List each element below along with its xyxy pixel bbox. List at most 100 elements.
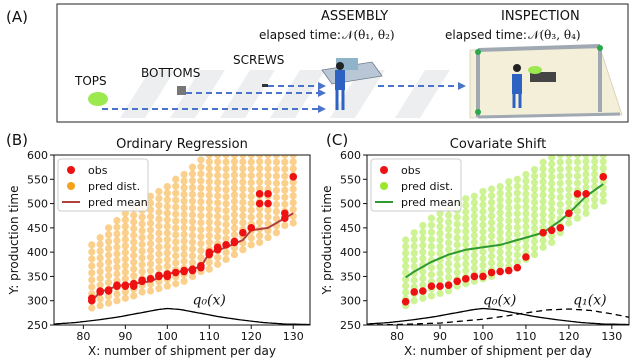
pred-dist-point: [155, 284, 163, 293]
pred-dist-point: [402, 262, 410, 270]
pred-dist-point: [530, 165, 539, 174]
pred-dist-point: [197, 170, 205, 178]
inspection-time-label: elapsed time:: [445, 28, 527, 42]
pred-dist-point: [172, 175, 180, 183]
pred-dist-point: [239, 164, 247, 173]
pred-dist-point: [113, 223, 121, 231]
pred-dist-point: [462, 227, 470, 236]
pred-dist-point: [155, 250, 163, 258]
pred-dist-point: [188, 252, 197, 260]
pred-dist-point: [130, 211, 138, 219]
pred-dist-point: [197, 247, 205, 255]
pred-dist-point: [188, 218, 197, 226]
pred-dist-point: [130, 238, 138, 246]
legend-box: [370, 158, 462, 212]
pred-dist-point: [487, 245, 496, 254]
pred-dist-point: [402, 275, 410, 283]
pred-dist-point: [402, 242, 410, 251]
pred-dist-point: [496, 222, 504, 230]
obs-point: [138, 276, 146, 285]
pred-dist-point: [530, 192, 539, 200]
pred-dist-point: [121, 216, 129, 224]
pred-dist-point: [222, 234, 230, 243]
obs-point: [121, 281, 130, 289]
pred-dist-point: [188, 204, 197, 212]
pred-dist-point: [402, 249, 410, 257]
pred-dist-point: [214, 165, 222, 173]
obs-point: [230, 237, 239, 246]
pred-dist-point: [522, 183, 530, 192]
pred-dist-point: [410, 249, 418, 257]
pred-dist-point: [453, 227, 461, 235]
pred-dist-point: [453, 261, 461, 270]
obs-point: [255, 190, 264, 198]
pred-dist-point: [445, 211, 453, 219]
pred-dist-point: [188, 245, 197, 253]
pred-dist-point: [479, 228, 487, 236]
pred-dist-point: [513, 216, 521, 225]
pred-dist-point: [96, 301, 104, 310]
density-q1-line: [367, 308, 629, 325]
x-tick-label: 100: [157, 330, 178, 343]
pred-dist-point: [96, 261, 104, 269]
pred-dist-point: [180, 224, 188, 232]
pred-dist-point: [146, 240, 155, 248]
pred-dist-point: [180, 250, 188, 259]
pred-dist-point: [410, 256, 418, 264]
pred-dist-point: [138, 213, 146, 221]
pred-dist-point: [155, 215, 163, 223]
pred-dist-point: [230, 164, 239, 172]
inspection-label: INSPECTION: [501, 9, 580, 24]
pred-dist-point: [214, 158, 222, 166]
pred-dist-point: [599, 197, 607, 205]
pred-dist-point: [496, 261, 504, 269]
pred-dist-point: [197, 254, 205, 262]
pred-dist-point: [205, 191, 213, 199]
pred-dist-point: [479, 261, 487, 270]
pred-dist-point: [281, 172, 289, 180]
pred-dist-point: [419, 254, 427, 263]
pred-dist-point: [582, 157, 590, 166]
pred-dist-point: [591, 157, 599, 165]
panel-c-label: (C): [326, 131, 348, 149]
pred-dist-point: [104, 279, 113, 287]
pred-dist-point: [163, 182, 171, 191]
y-tick-label: 300: [340, 295, 361, 308]
pred-dist-point: [256, 178, 264, 186]
obs-point: [87, 294, 96, 303]
pred-dist-point: [487, 225, 496, 233]
pred-dist-point: [155, 187, 163, 196]
pred-dist-point: [104, 265, 113, 273]
pred-dist-point: [436, 216, 444, 224]
pred-dist-point: [530, 237, 539, 246]
pred-dist-point: [462, 240, 470, 249]
pred-dist-point: [539, 217, 547, 225]
pred-dist-point: [281, 221, 289, 230]
pred-dist-point: [113, 216, 121, 225]
obs-point: [565, 209, 573, 218]
pred-dist-point: [264, 155, 272, 159]
pred-dist-point: [138, 267, 146, 276]
y-tick-label: 250: [27, 319, 48, 332]
pred-dist-point: [530, 218, 539, 226]
pred-dist-point: [479, 214, 487, 222]
pred-dist-point: [272, 186, 281, 194]
pred-dist-point: [172, 182, 180, 190]
pred-dist-point: [445, 239, 453, 247]
pred-dist-point: [188, 184, 197, 192]
pred-dist-point: [205, 184, 213, 193]
pred-dist-point: [505, 197, 513, 205]
pred-dist-point: [222, 155, 230, 159]
pred-dist-point: [163, 236, 171, 244]
pred-dist-point: [230, 250, 239, 259]
legend-pred-mean-label: pred mean: [401, 196, 461, 209]
ordinary-regression-chart: Ordinary Regression 80 90 100 110 120 130 250 30…: [7, 137, 311, 358]
pred-dist-point: [479, 187, 487, 196]
pred-dist-point: [427, 228, 436, 236]
pred-dist-point: [582, 170, 590, 179]
pred-dist-point: [113, 237, 121, 245]
pred-dist-point: [436, 223, 444, 231]
pred-dist-point: [264, 158, 272, 166]
pred-dist-point: [121, 229, 129, 237]
x-tick-label: 120: [241, 330, 262, 343]
